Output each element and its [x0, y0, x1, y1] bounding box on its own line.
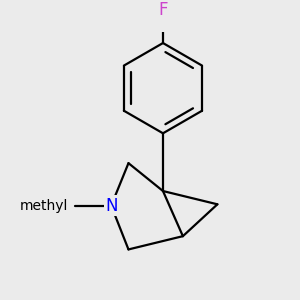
- Text: F: F: [158, 1, 168, 19]
- Text: N: N: [105, 196, 118, 214]
- Text: methyl: methyl: [20, 199, 68, 213]
